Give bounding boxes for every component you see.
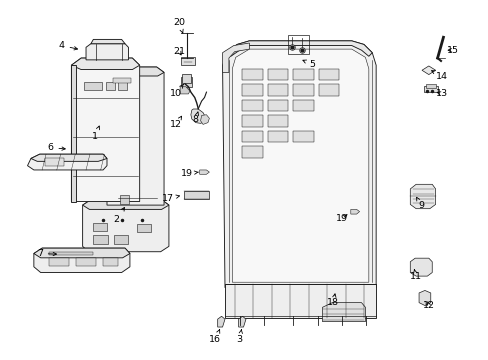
Bar <box>267 116 288 127</box>
Text: 1: 1 <box>92 126 100 141</box>
Text: 3: 3 <box>236 329 242 344</box>
Bar <box>49 258 69 266</box>
Text: 17: 17 <box>161 194 179 203</box>
Bar <box>76 258 96 266</box>
Text: 6: 6 <box>47 143 65 152</box>
Bar <box>93 235 108 244</box>
Bar <box>103 258 118 266</box>
Bar <box>242 69 262 80</box>
Text: 4: 4 <box>59 41 78 50</box>
Bar <box>293 84 313 96</box>
Polygon shape <box>34 248 130 273</box>
Bar <box>288 35 308 54</box>
Polygon shape <box>224 284 375 318</box>
Text: 9: 9 <box>416 197 423 210</box>
Text: 19: 19 <box>181 169 198 178</box>
Text: 10: 10 <box>170 84 183 98</box>
Bar <box>318 69 338 80</box>
Text: 21: 21 <box>173 47 185 56</box>
Bar <box>242 84 262 96</box>
Bar <box>267 131 288 142</box>
Polygon shape <box>232 49 368 282</box>
Bar <box>293 100 313 111</box>
Polygon shape <box>227 41 371 56</box>
Bar <box>293 69 313 80</box>
Bar <box>423 86 437 93</box>
Text: 2: 2 <box>114 207 124 224</box>
Text: 18: 18 <box>326 294 339 307</box>
Polygon shape <box>34 248 130 258</box>
Polygon shape <box>350 210 359 214</box>
Text: 20: 20 <box>173 18 185 33</box>
Text: 16: 16 <box>209 329 221 344</box>
Bar <box>242 116 262 127</box>
Polygon shape <box>418 291 430 306</box>
Polygon shape <box>199 170 209 174</box>
Polygon shape <box>217 316 224 327</box>
Bar <box>113 78 131 83</box>
Bar <box>318 84 338 96</box>
Bar <box>105 82 115 90</box>
Text: 12: 12 <box>170 116 182 129</box>
Bar <box>118 82 127 90</box>
Bar <box>93 223 107 231</box>
Polygon shape <box>31 154 107 161</box>
Polygon shape <box>71 58 140 69</box>
Polygon shape <box>44 158 64 166</box>
Bar <box>181 77 191 87</box>
Bar <box>137 224 151 232</box>
Bar <box>114 235 128 244</box>
Polygon shape <box>322 303 365 321</box>
Bar <box>267 84 288 96</box>
Polygon shape <box>190 109 205 123</box>
Polygon shape <box>409 258 431 276</box>
Bar <box>49 252 93 255</box>
Polygon shape <box>238 316 245 327</box>
Bar <box>120 195 129 204</box>
Text: 19: 19 <box>335 214 347 223</box>
Polygon shape <box>82 200 168 252</box>
Bar <box>242 131 262 142</box>
Text: 12: 12 <box>422 301 434 310</box>
Text: 13: 13 <box>435 89 447 98</box>
Bar <box>83 82 102 90</box>
Polygon shape <box>222 43 249 72</box>
Polygon shape <box>107 67 163 205</box>
Text: 5: 5 <box>302 60 315 69</box>
Polygon shape <box>107 67 163 76</box>
Polygon shape <box>86 44 128 60</box>
Polygon shape <box>71 65 76 202</box>
Bar <box>242 146 262 158</box>
Polygon shape <box>409 184 435 209</box>
Bar <box>267 100 288 111</box>
Text: 8: 8 <box>192 112 198 124</box>
Polygon shape <box>27 154 107 170</box>
Polygon shape <box>91 40 125 44</box>
Bar <box>242 100 262 111</box>
Bar <box>293 131 313 142</box>
Bar <box>183 191 208 199</box>
Bar <box>425 84 435 88</box>
Polygon shape <box>71 58 140 202</box>
Polygon shape <box>82 200 168 210</box>
Text: 11: 11 <box>409 269 421 281</box>
Bar <box>267 69 288 80</box>
Text: 7: 7 <box>37 249 56 258</box>
Polygon shape <box>200 115 209 125</box>
Polygon shape <box>421 66 435 75</box>
Text: 15: 15 <box>447 46 458 55</box>
Polygon shape <box>180 87 189 94</box>
Polygon shape <box>222 41 375 288</box>
Bar <box>182 74 190 83</box>
Bar <box>181 57 194 65</box>
Text: 14: 14 <box>431 71 447 81</box>
